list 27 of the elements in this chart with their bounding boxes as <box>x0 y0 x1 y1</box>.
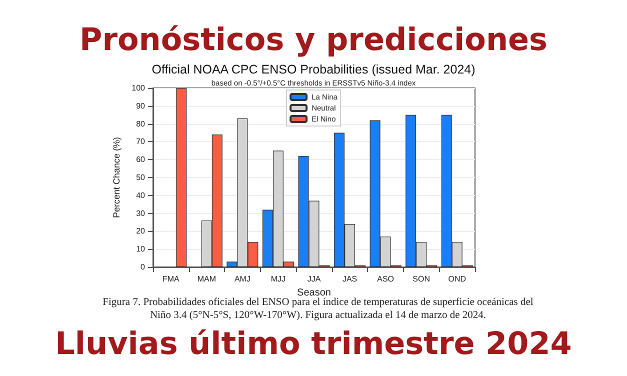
bar <box>176 88 187 267</box>
x-tick-label: SON <box>412 274 430 284</box>
y-tick-label: 20 <box>136 226 146 236</box>
y-axis-title: Percent Chance (%) <box>111 136 122 218</box>
x-tick-label: FMA <box>162 274 180 284</box>
x-tick-label: MAM <box>197 274 216 284</box>
y-tick-label: 80 <box>136 119 146 128</box>
y-tick-label: 0 <box>140 262 146 272</box>
y-tick-label: 10 <box>136 244 146 254</box>
y-tick-label: 60 <box>136 155 146 164</box>
text: Pronósticos y predicciones <box>78 22 549 58</box>
x-tick-label: MJJ <box>270 274 286 284</box>
x-tick-label: JAS <box>342 274 358 284</box>
x-tick-label: ASO <box>377 274 394 284</box>
x-axis-title: Season <box>297 287 331 298</box>
y-tick-label: 40 <box>136 190 146 200</box>
x-tick-label: JJA <box>307 274 322 284</box>
x-tick-label: OND <box>448 274 466 284</box>
y-tick-label: 50 <box>136 173 146 182</box>
x-tick-label: AMJ <box>234 274 250 284</box>
y-tick-label: 70 <box>136 137 146 146</box>
text: Figura 7. Probabilidades oficiales del ENSO para el índice de temperaturas de superficie oceánicas del Niño 3.4 (5°N-5°S, 120°W-170°W). Figura actualizada el 14 de marzo de 2024. <box>102 296 534 322</box>
y-tick-label: 90 <box>136 101 146 110</box>
text: Lluvias último trimestre 2024 <box>54 326 573 362</box>
y-tick-label: 30 <box>136 208 146 218</box>
chart-title: Official NOAA CPC ENSO Probabilities (issued Mar. 2024) <box>152 62 476 76</box>
y-tick-label: 100 <box>132 84 146 92</box>
